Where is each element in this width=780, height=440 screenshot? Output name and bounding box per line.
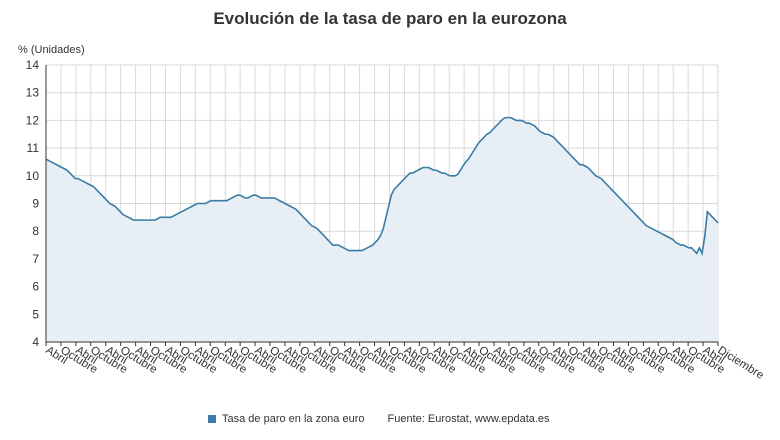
y-tick-labels: 4 5 6 7 8 9 10 11 12 13 14 (26, 58, 40, 349)
y-tick-label: 4 (32, 335, 39, 349)
series-area-fill (46, 117, 718, 342)
series-line (45, 116, 719, 257)
y-tick-label: 5 (32, 307, 39, 321)
y-tick-label: 12 (26, 113, 40, 127)
y-tick-label: 14 (26, 58, 40, 72)
legend-series-label: Tasa de paro en la zona euro (222, 413, 365, 425)
source-note: Fuente: Eurostat, www.epdata.es (387, 413, 550, 425)
chart-title: Evolución de la tasa de paro en la euroz… (213, 9, 567, 28)
y-tick-label: 7 (32, 252, 39, 266)
legend: Tasa de paro en la zona euro Fuente: Eur… (208, 413, 550, 425)
axes (45, 65, 719, 346)
y-tick-label: 8 (32, 224, 39, 238)
y-tick-label: 10 (26, 169, 40, 183)
y-axis-unit-label: % (Unidades) (18, 44, 85, 56)
legend-swatch (208, 415, 216, 423)
y-tick-label: 9 (32, 197, 39, 211)
y-tick-label: 6 (32, 280, 39, 294)
y-tick-label: 11 (27, 141, 40, 155)
x-tick-labels: AbrilOctubreAbrilOctubreAbrilOctubreAbri… (43, 344, 765, 382)
y-tick-label: 13 (26, 86, 40, 100)
